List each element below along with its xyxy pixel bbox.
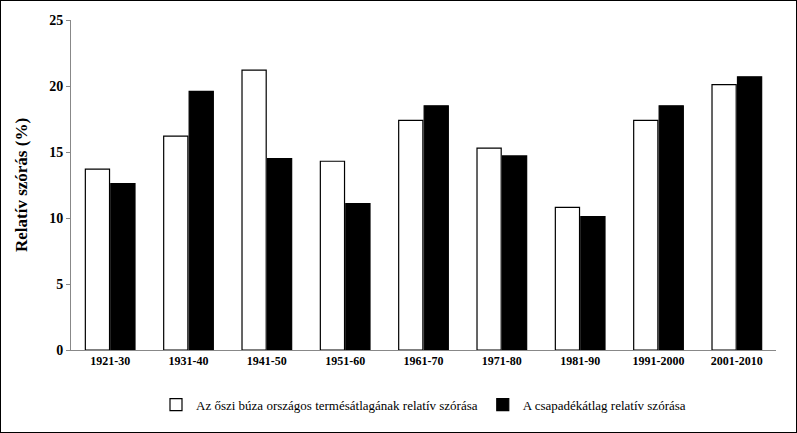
svg-text:5: 5: [56, 277, 63, 292]
svg-text:1941-50: 1941-50: [247, 354, 287, 368]
svg-text:1961-70: 1961-70: [404, 354, 444, 368]
svg-text:1931-40: 1931-40: [169, 354, 209, 368]
svg-text:25: 25: [49, 13, 63, 28]
svg-text:Relatív szórás (%): Relatív szórás (%): [12, 118, 31, 252]
svg-text:0: 0: [56, 343, 63, 358]
svg-text:1951-60: 1951-60: [325, 354, 365, 368]
svg-text:10: 10: [49, 211, 63, 226]
svg-text:15: 15: [49, 145, 63, 160]
svg-text:1981-90: 1981-90: [560, 354, 600, 368]
svg-text:1921-30: 1921-30: [90, 354, 130, 368]
svg-text:2001-2010: 2001-2010: [711, 354, 763, 368]
svg-text:20: 20: [49, 79, 63, 94]
svg-text:A csapadékátlag relatív szórás: A csapadékátlag relatív szórása: [523, 398, 686, 413]
svg-text:1991-2000: 1991-2000: [633, 354, 685, 368]
svg-text:1971-80: 1971-80: [482, 354, 522, 368]
svg-text:Az őszi búza országos termésát: Az őszi búza országos termésátlagának re…: [196, 398, 478, 413]
